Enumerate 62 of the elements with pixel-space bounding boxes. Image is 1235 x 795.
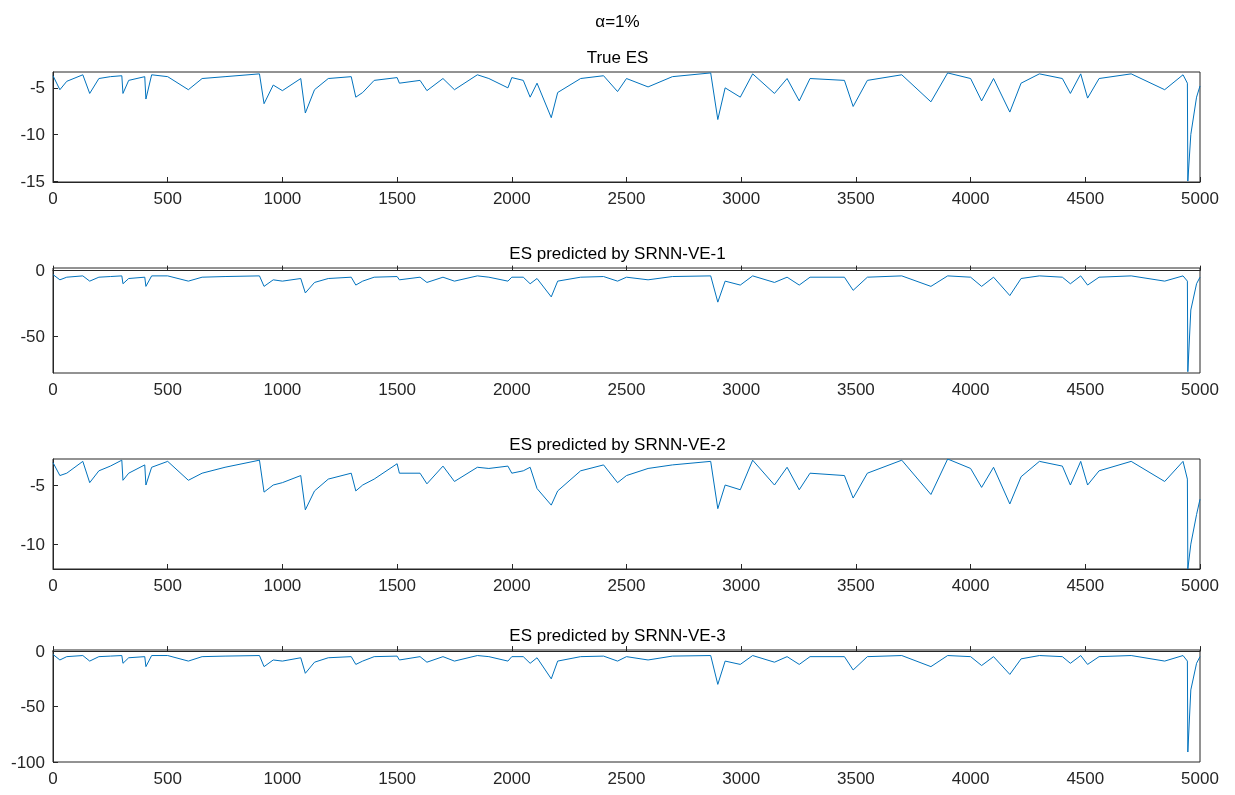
- x-tick-label: 500: [153, 380, 182, 399]
- x-tick-label: 0: [48, 769, 58, 788]
- x-tick-label: 1000: [263, 576, 302, 595]
- chart-title: ES predicted by SRNN-VE-2: [509, 435, 726, 454]
- y-tick-label: -10: [20, 534, 45, 554]
- x-tick-label: 1000: [263, 189, 302, 208]
- x-tick-label: 3000: [722, 189, 761, 208]
- x-tick-label: 4000: [951, 769, 990, 788]
- x-tick-label: 500: [153, 576, 182, 595]
- x-tick-label: 4500: [1066, 769, 1105, 788]
- x-tick-label: 2000: [492, 189, 531, 208]
- x-tick-label: 2000: [492, 380, 531, 399]
- x-tick-label: 1500: [378, 769, 417, 788]
- x-tick-label: 5000: [1181, 576, 1219, 595]
- x-tick-label: 3000: [722, 769, 761, 788]
- chart-title: ES predicted by SRNN-VE-3: [509, 626, 726, 645]
- y-tick-label: 0: [35, 261, 45, 281]
- x-tick-label: 3500: [836, 769, 875, 788]
- x-tick-label: 1500: [378, 189, 417, 208]
- x-tick-label: 500: [153, 189, 182, 208]
- x-tick-label: 5000: [1181, 380, 1219, 399]
- line-series: [52, 458, 1201, 570]
- x-tick-label: 4000: [951, 576, 990, 595]
- x-tick-label: 5000: [1181, 189, 1219, 208]
- y-tick-label: -5: [29, 78, 45, 98]
- x-tick-label: 3000: [722, 576, 761, 595]
- x-tick-label: 1500: [378, 576, 417, 595]
- x-tick-label: 0: [48, 576, 58, 595]
- x-tick-label: 2500: [607, 769, 646, 788]
- x-tick-label: 2500: [607, 189, 646, 208]
- chart-subtitle: True ES: [586, 48, 649, 67]
- chart-title: ES predicted by SRNN-VE-1: [509, 244, 726, 263]
- x-tick-label: 1000: [263, 769, 302, 788]
- y-tick-label: -10: [20, 124, 45, 144]
- x-tick-label: 4500: [1066, 189, 1105, 208]
- x-tick-label: 2000: [492, 769, 531, 788]
- y-tick-label: -5: [29, 475, 45, 495]
- y-tick-label: -50: [20, 697, 45, 717]
- x-tick-label: 4500: [1066, 576, 1105, 595]
- y-tick-label: -50: [20, 326, 45, 346]
- x-tick-label: 4000: [951, 189, 990, 208]
- x-tick-label: 2000: [492, 576, 531, 595]
- x-tick-label: 1000: [263, 380, 302, 399]
- x-tick-label: 2500: [607, 576, 646, 595]
- y-tick-label: -15: [20, 171, 45, 191]
- x-tick-label: 500: [153, 769, 182, 788]
- chart-title: α=1%: [595, 12, 640, 31]
- x-tick-label: 0: [48, 189, 58, 208]
- x-tick-label: 3500: [836, 189, 875, 208]
- y-tick-label: 0: [35, 641, 45, 661]
- x-tick-label: 0: [48, 380, 58, 399]
- line-series: [52, 274, 1201, 373]
- x-tick-label: 1500: [378, 380, 417, 399]
- x-tick-label: 3000: [722, 380, 761, 399]
- y-tick-label: -100: [10, 752, 45, 772]
- x-tick-label: 4500: [1066, 380, 1105, 399]
- x-tick-label: 3500: [836, 380, 875, 399]
- x-tick-label: 4000: [951, 380, 990, 399]
- x-tick-label: 3500: [836, 576, 875, 595]
- x-tick-label: 2500: [607, 380, 646, 399]
- x-tick-label: 5000: [1181, 769, 1219, 788]
- line-series: [52, 72, 1201, 182]
